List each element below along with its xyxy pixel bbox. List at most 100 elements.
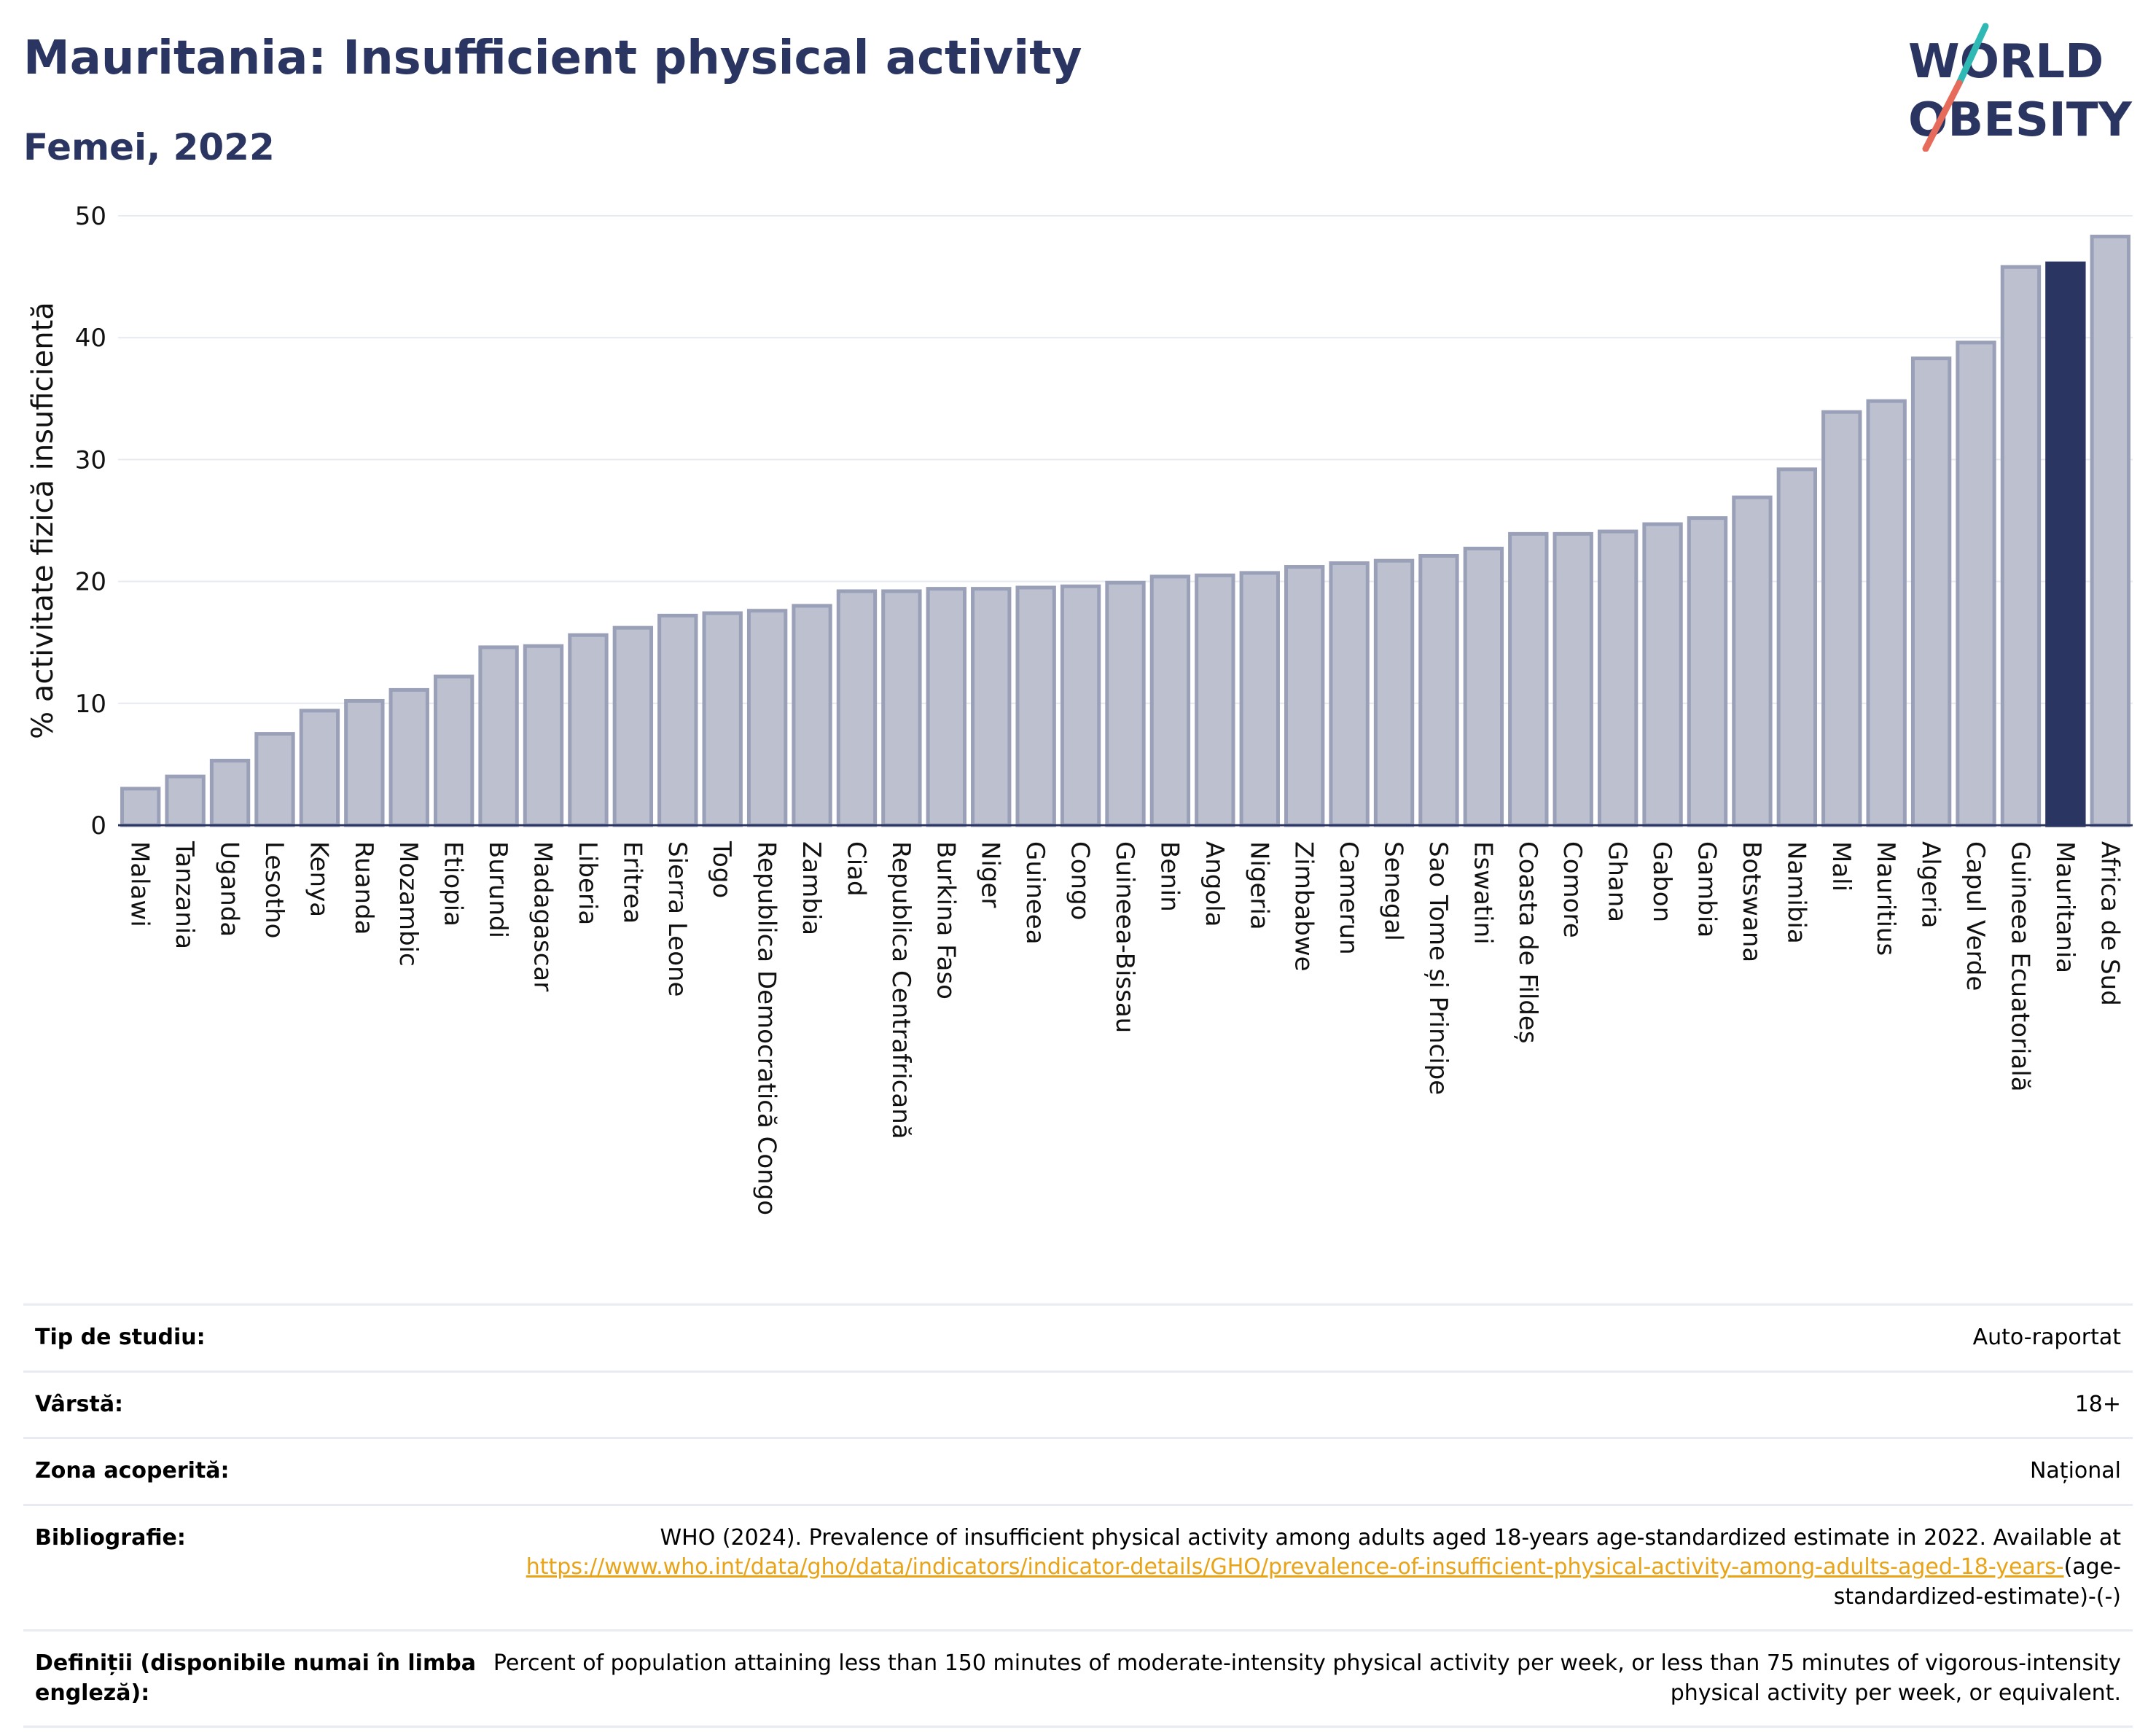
bar-republica-centrafricană bbox=[881, 589, 922, 827]
bar-niger bbox=[971, 587, 1012, 827]
x-tick-label: Coasta de Fildeș bbox=[1513, 841, 1542, 1044]
bar-togo bbox=[702, 611, 743, 827]
bar-angola bbox=[1195, 573, 1235, 827]
logo-teal-slash bbox=[1956, 23, 1989, 87]
x-tick-label: Capul Verde bbox=[1961, 841, 1990, 991]
bar-congo bbox=[1060, 584, 1101, 827]
x-tick-label: Guineea-Bissau bbox=[1110, 841, 1139, 1033]
x-tick-label: Guineea Ecuatorială bbox=[2005, 841, 2034, 1092]
world-obesity-logo: WORLD OBESITY bbox=[1908, 23, 2132, 152]
bar-kenya bbox=[299, 709, 340, 827]
meta-row-age: Vârstă: 18+ bbox=[23, 1370, 2133, 1438]
x-tick-label: Zimbabwe bbox=[1289, 841, 1319, 972]
x-tick-label: Eritrea bbox=[617, 841, 647, 924]
meta-row-study-type: Tip de studiu: Auto-raportat bbox=[23, 1303, 2133, 1371]
x-tick-label: Togo bbox=[707, 841, 736, 898]
logo-line1: WORLD bbox=[1908, 35, 2104, 89]
bibliography-link[interactable]: https://www.who.int/data/gho/data/indica… bbox=[526, 1554, 2064, 1580]
x-tick-label: Republica Democratică Congo bbox=[752, 841, 781, 1215]
x-tick-label: Comore bbox=[1558, 841, 1587, 938]
bar-sao-tome-și-principe bbox=[1418, 553, 1459, 827]
x-tick-label: Sao Tome și Principe bbox=[1423, 841, 1453, 1095]
x-tick-label: Guineea bbox=[1020, 841, 1050, 945]
x-tick-label: Sierra Leone bbox=[663, 841, 692, 997]
study-type-label: Tip de studiu: bbox=[35, 1325, 206, 1350]
bar-gambia bbox=[1687, 516, 1728, 827]
x-tick-label: Tanzania bbox=[170, 841, 199, 949]
study-type-value: Auto-raportat bbox=[1972, 1325, 2121, 1350]
bibliography-value: WHO (2024). Prevalence of insufficient p… bbox=[487, 1524, 2121, 1613]
x-tick-label: Malawi bbox=[125, 841, 155, 927]
x-tick-label: Eswatini bbox=[1468, 841, 1497, 945]
bar-burkina-faso bbox=[926, 587, 966, 827]
x-tick-label: Etiopia bbox=[439, 841, 468, 927]
bar-guineea bbox=[1015, 585, 1056, 827]
bar-mozambic bbox=[388, 687, 429, 827]
x-tick-label: Uganda bbox=[215, 841, 244, 937]
x-tick-label: Burundi bbox=[483, 841, 512, 938]
bibliography-suffix: (age-standardized-estimate)-(-) bbox=[1833, 1554, 2121, 1610]
x-tick-label: Lesotho bbox=[259, 841, 289, 938]
x-tick-label: Madagascar bbox=[528, 841, 558, 991]
x-tick-label: Africa de Sud bbox=[2095, 841, 2124, 1006]
x-tick-label: Camerun bbox=[1334, 841, 1363, 955]
y-axis-label: % activitate fizică insuficientă bbox=[26, 302, 60, 739]
bar-botswana bbox=[1732, 495, 1773, 827]
x-tick-label: Liberia bbox=[573, 841, 602, 925]
bar-coasta-de-fildeș bbox=[1508, 531, 1549, 827]
y-tick-label: 20 bbox=[75, 568, 106, 597]
metadata-table: Tip de studiu: Auto-raportat Vârstă: 18+… bbox=[23, 1303, 2133, 1728]
bar-madagascar bbox=[523, 644, 564, 827]
bars bbox=[120, 234, 2130, 827]
x-tick-label: Congo bbox=[1066, 841, 1095, 920]
x-tick-label: Ruanda bbox=[349, 841, 378, 935]
bar-namibia bbox=[1776, 467, 1818, 827]
y-tick-label: 30 bbox=[75, 445, 106, 475]
definitions-value: Percent of population attaining less tha… bbox=[493, 1650, 2121, 1706]
x-tick-label: Mauritania bbox=[2050, 841, 2079, 973]
meta-row-coverage: Zona acoperită: Național bbox=[23, 1437, 2133, 1504]
bar-mauritania bbox=[2045, 261, 2086, 827]
bar-guineea-ecuatorială bbox=[2000, 265, 2042, 827]
x-tick-label: Mozambic bbox=[394, 841, 423, 967]
bar-nigeria bbox=[1239, 571, 1280, 827]
bar-capul-verde bbox=[1956, 340, 1996, 827]
bar-comore bbox=[1552, 531, 1593, 827]
chart-title: Mauritania: Insufficient physical activi… bbox=[23, 31, 1082, 85]
bar-gabon bbox=[1642, 522, 1683, 827]
y-tick-label: 40 bbox=[75, 324, 106, 353]
x-tick-label: Republica Centrafricană bbox=[886, 841, 915, 1139]
bar-senegal bbox=[1373, 558, 1415, 827]
bibliography-label: Bibliografie: bbox=[35, 1524, 186, 1551]
x-tick-label: Namibia bbox=[1781, 841, 1811, 944]
x-tick-label: Nigeria bbox=[1244, 841, 1273, 930]
y-tick-label: 50 bbox=[75, 202, 106, 231]
bar-republica-democratică-congo bbox=[746, 609, 788, 827]
bar-mali bbox=[1821, 410, 1862, 827]
bar-ruanda bbox=[344, 698, 385, 827]
bar-guineea-bissau bbox=[1105, 580, 1146, 827]
bar-tanzania bbox=[165, 774, 206, 827]
y-tick-label: 0 bbox=[90, 811, 106, 841]
bar-chart: 0 10 20 30 40 50 Malawi Tanzania Uganda Lesotho K… bbox=[26, 202, 2133, 1215]
chart-subtitle: Femei, 2022 bbox=[23, 126, 275, 168]
x-tick-label: Zambia bbox=[797, 841, 826, 935]
bar-lesotho bbox=[254, 732, 295, 827]
bar-uganda bbox=[209, 758, 251, 827]
coverage-value: Național bbox=[2029, 1458, 2121, 1483]
x-tick-label: Mali bbox=[1827, 841, 1856, 892]
bar-sierra-leone bbox=[657, 613, 698, 827]
x-tick-label: Ghana bbox=[1603, 841, 1632, 922]
x-tick-label: Mauritius bbox=[1871, 841, 1900, 956]
x-tick-label: Botswana bbox=[1737, 841, 1766, 962]
logo-coral-slash bbox=[1922, 79, 1963, 152]
x-tick-label: Senegal bbox=[1379, 841, 1408, 941]
age-value: 18+ bbox=[2074, 1391, 2121, 1417]
x-tick-label: Gabon bbox=[1647, 841, 1676, 922]
bar-zimbabwe bbox=[1284, 565, 1325, 827]
bibliography-text: WHO (2024). Prevalence of insufficient p… bbox=[660, 1524, 2121, 1551]
x-tick-label: Burkina Faso bbox=[931, 841, 960, 999]
bar-benin bbox=[1149, 574, 1191, 827]
bar-etiopia bbox=[433, 674, 474, 827]
bar-algeria bbox=[1910, 356, 1952, 827]
